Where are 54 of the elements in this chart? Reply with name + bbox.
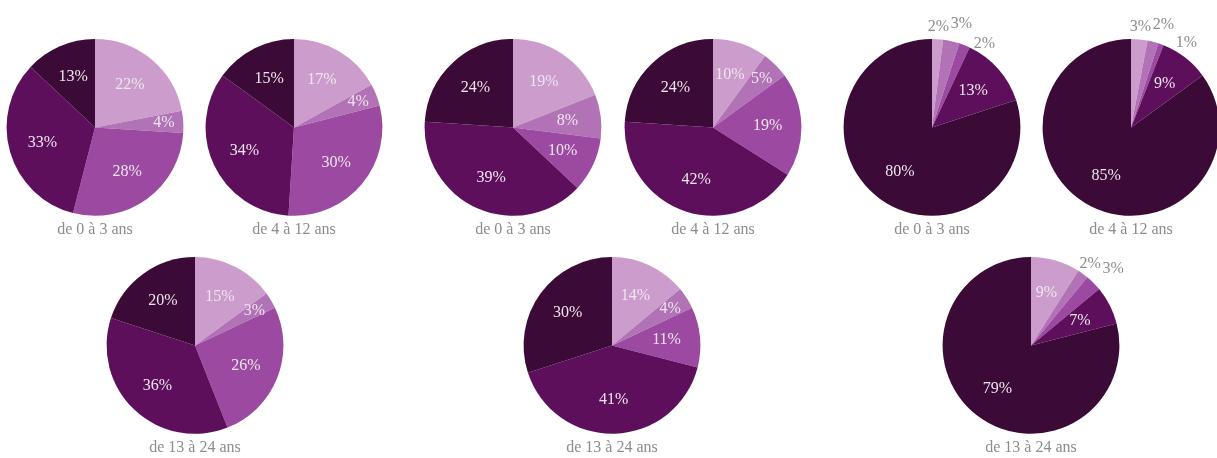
data-label: 26% <box>231 355 261 373</box>
data-label: 2% <box>1152 14 1175 32</box>
data-label: 28% <box>112 161 142 179</box>
data-label: 4% <box>659 298 681 316</box>
data-label: 9% <box>1153 73 1176 91</box>
data-label: 5% <box>751 68 773 86</box>
data-label: 3% <box>243 300 266 317</box>
text: de 0 à 3 ans <box>57 219 133 237</box>
data-label: 42% <box>681 169 711 187</box>
data-label: 15% <box>205 286 235 304</box>
data-label: 14% <box>620 285 650 303</box>
data-label: 10% <box>547 140 578 158</box>
data-label: 30% <box>321 152 351 170</box>
data-label: 4% <box>347 91 369 109</box>
data-label: 11% <box>652 329 681 347</box>
data-label: 9% <box>1035 282 1057 300</box>
text: de 0 à 3 ans <box>475 219 551 237</box>
text: de 13 à 24 ans <box>149 437 241 455</box>
data-label: 4% <box>153 112 175 130</box>
data-label: 24% <box>460 77 491 95</box>
text: de 0 à 3 ans <box>894 219 970 237</box>
data-label: 85% <box>1091 165 1121 183</box>
data-label: 13% <box>958 80 988 98</box>
data-label: 8% <box>556 110 579 128</box>
data-label: 10% <box>715 64 745 82</box>
data-label: 19% <box>753 115 783 133</box>
text: de 4 à 12 ans <box>1089 219 1173 237</box>
data-label: 15% <box>254 68 284 86</box>
data-label: 22% <box>115 74 145 92</box>
data-label: 1% <box>1175 32 1198 50</box>
data-label: 20% <box>148 290 178 308</box>
data-label: 17% <box>307 69 337 87</box>
data-label: 34% <box>229 140 260 158</box>
data-label: 80% <box>885 161 915 179</box>
data-label: 33% <box>27 132 58 150</box>
data-label: 19% <box>529 71 559 89</box>
data-label: 2% <box>927 16 949 34</box>
text: de 4 à 12 ans <box>671 219 755 237</box>
data-label: 79% <box>982 378 1013 396</box>
data-label: 2% <box>1079 253 1101 271</box>
data-label: 39% <box>476 167 506 185</box>
data-label: 7% <box>1069 310 1091 328</box>
data-label: 3% <box>1129 16 1152 34</box>
text: de 13 à 24 ans <box>566 437 658 455</box>
data-label: 30% <box>553 302 583 320</box>
data-label: 3% <box>1102 258 1124 276</box>
data-label: 13% <box>58 66 88 84</box>
data-label: 41% <box>599 389 629 407</box>
data-label: 2% <box>973 33 995 51</box>
data-label: 24% <box>660 77 691 95</box>
data-label: 3% <box>950 13 972 31</box>
text: de 13 à 24 ans <box>985 437 1077 455</box>
text: de 4 à 12 ans <box>252 219 336 237</box>
data-label: 36% <box>142 375 173 393</box>
